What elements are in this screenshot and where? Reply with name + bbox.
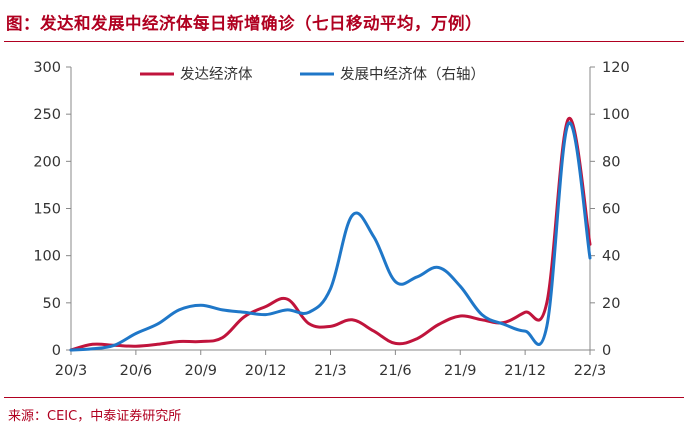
chart-lines — [69, 117, 592, 352]
y-right-tick-label: 80 — [602, 154, 620, 170]
x-tick-label: 20/9 — [184, 363, 217, 379]
source-rule — [4, 397, 684, 398]
y-right-tick-label: 120 — [602, 60, 630, 76]
legend-developed-label: 发达经济体 — [180, 66, 253, 83]
x-tick-label: 21/9 — [444, 363, 477, 379]
legend-developing-label: 发展中经济体（右轴） — [340, 66, 485, 83]
y-left-tick-label: 250 — [33, 107, 61, 123]
x-tick-label: 22/3 — [574, 363, 607, 379]
source-note: 来源：CEIC，中泰证券研究所 — [8, 409, 182, 424]
y-left-tick-label: 50 — [43, 296, 61, 312]
y-right-tick-label: 100 — [602, 107, 630, 123]
chart-axes — [66, 66, 595, 355]
y-right-tick-label: 20 — [602, 296, 620, 312]
x-tick-label: 21/6 — [379, 363, 412, 379]
y-right-tick-label: 0 — [602, 343, 611, 359]
x-tick-label: 21/12 — [504, 363, 546, 379]
y-left-tick-label: 150 — [33, 202, 61, 218]
y-right-tick-label: 60 — [602, 202, 620, 218]
chart-title: 图：发达和发展中经济体每日新增确诊（七日移动平均，万例） — [6, 14, 482, 33]
x-tick-label: 21/3 — [314, 363, 347, 379]
x-tick-label: 20/3 — [55, 363, 88, 379]
series-line-developing — [69, 121, 592, 352]
chart-legend: 发达经济体 发展中经济体（右轴） — [140, 66, 485, 83]
x-tick-label: 20/6 — [120, 363, 153, 379]
y-right-tick-label: 40 — [602, 249, 620, 265]
x-tick-label: 20/12 — [245, 363, 287, 379]
y-left-tick-label: 0 — [52, 343, 61, 359]
y-left-tick-label: 200 — [33, 154, 61, 170]
y-left-tick-label: 100 — [33, 249, 61, 265]
series-line-developed — [69, 117, 592, 352]
title-rule — [4, 41, 684, 42]
y-left-tick-label: 300 — [33, 60, 61, 76]
chart-tick-labels: 0 50 100 150 200 250 300 0 20 40 60 80 100 120 20/3 20/… — [33, 60, 629, 379]
